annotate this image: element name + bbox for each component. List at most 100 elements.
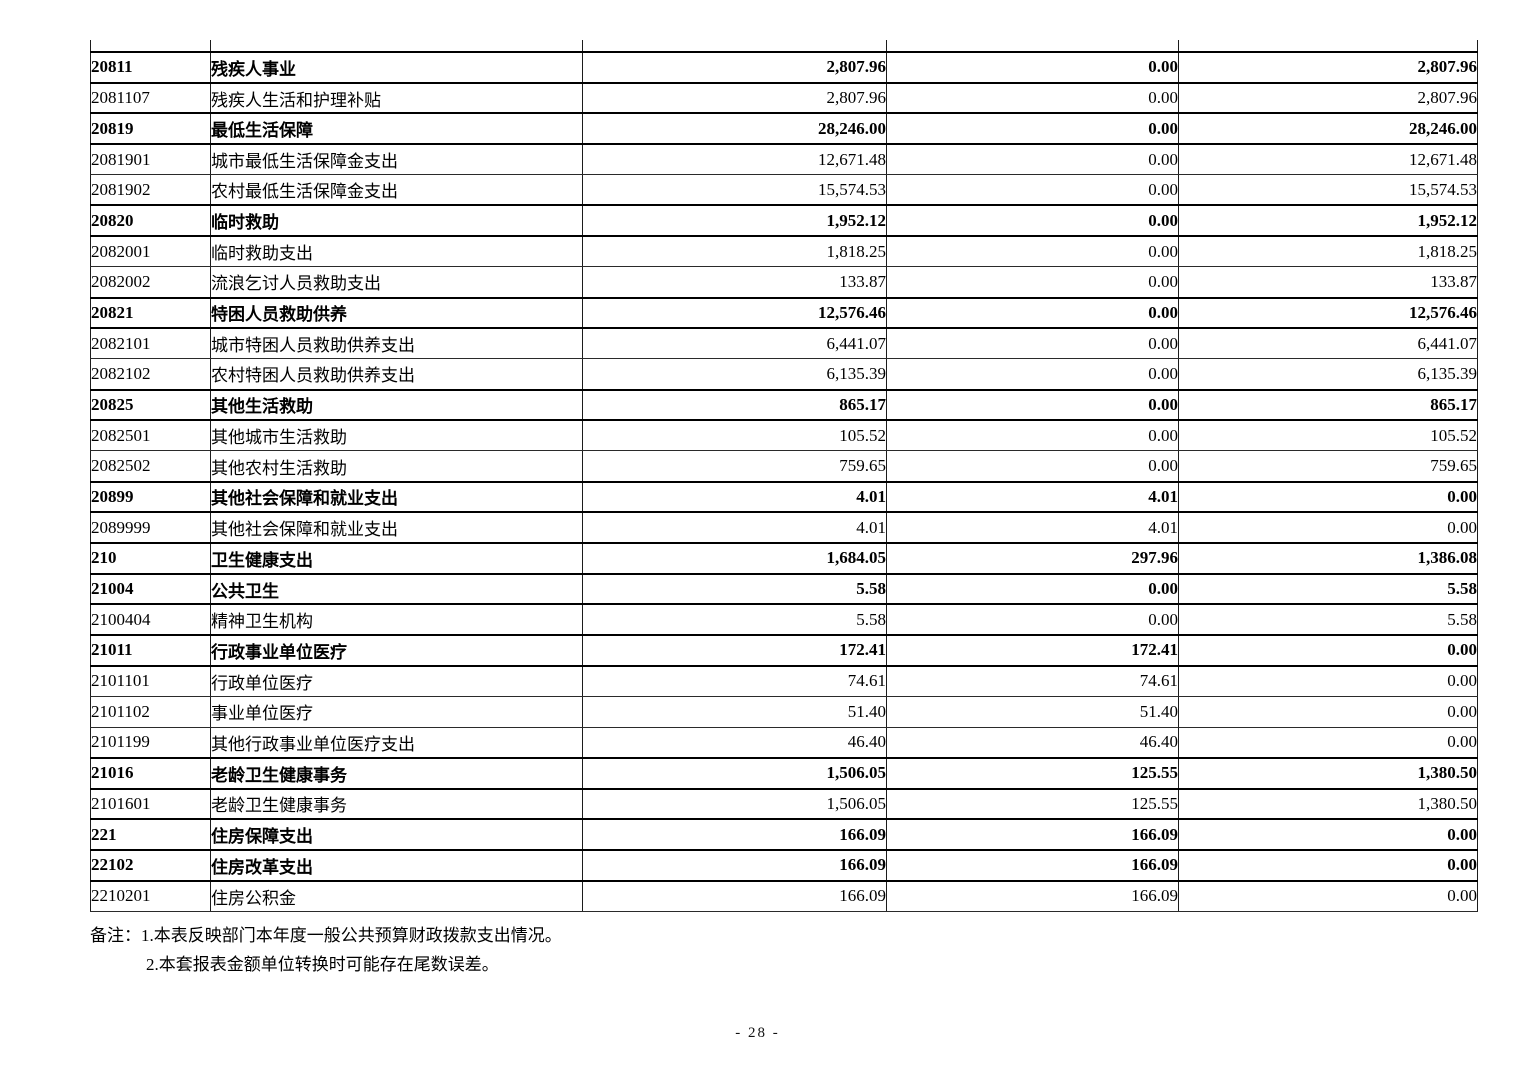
budget-project-cell: 15,574.53: [1178, 174, 1478, 206]
budget-total-cell: 74.61: [582, 665, 887, 697]
budget-code-cell: 20825: [90, 388, 211, 422]
budget-basic-cell: 4.01: [886, 480, 1179, 514]
budget-basic-cell: 0.00: [886, 51, 1179, 84]
budget-total-cell: 1,506.05: [582, 756, 887, 790]
table-row: 2101199 其他行政事业单位医疗支出 46.40 46.40 0.00: [90, 726, 1478, 759]
budget-code-cell: 2101101: [90, 665, 211, 697]
table-row: 2082501 其他城市生活救助 105.52 0.00 105.52: [90, 419, 1478, 452]
budget-basic-cell: 125.55: [886, 788, 1179, 820]
budget-label-cell: 流浪乞讨人员救助支出: [210, 266, 583, 298]
table-row-clipped-top: [90, 40, 1478, 53]
budget-total-cell: 4.01: [582, 480, 887, 514]
budget-code-cell: 221: [90, 818, 211, 851]
budget-label-cell: 残疾人事业: [210, 51, 583, 84]
budget-project-cell: 28,246.00: [1178, 112, 1478, 146]
table-row: 2101101 行政单位医疗 74.61 74.61 0.00: [90, 665, 1478, 697]
budget-total-cell: 6,135.39: [582, 358, 887, 391]
budget-total-cell: 5.58: [582, 572, 887, 606]
budget-project-cell: 0.00: [1178, 848, 1478, 882]
budget-basic-cell: 0.00: [886, 388, 1179, 422]
budget-code-cell: 20821: [90, 296, 211, 330]
table-row: 2082102 农村特困人员救助供养支出 6,135.39 0.00 6,135…: [90, 358, 1478, 391]
budget-basic-cell: 0.00: [886, 204, 1179, 238]
budget-label-cell: 住房保障支出: [210, 818, 583, 851]
budget-total-cell: 166.09: [582, 848, 887, 882]
budget-code-cell: 20819: [90, 112, 211, 146]
budget-code-cell: 2081107: [90, 82, 211, 114]
clipped-cell: [90, 40, 211, 53]
table-row: 2101102 事业单位医疗 51.40 51.40 0.00: [90, 695, 1478, 728]
budget-basic-cell: 4.01: [886, 511, 1179, 544]
budget-code-cell: 2081902: [90, 174, 211, 206]
budget-label-cell: 其他社会保障和就业支出: [210, 511, 583, 544]
budget-basic-cell: 172.41: [886, 634, 1179, 667]
budget-expenditure-table: 20811 残疾人事业 2,807.96 0.00 2,807.96 20811…: [90, 40, 1478, 912]
table-row: 2082502 其他农村生活救助 759.65 0.00 759.65: [90, 450, 1478, 483]
table-row: 20819 最低生活保障 28,246.00 0.00 28,246.00: [90, 112, 1478, 146]
budget-label-cell: 农村最低生活保障金支出: [210, 174, 583, 206]
budget-label-cell: 残疾人生活和护理补贴: [210, 82, 583, 114]
budget-total-cell: 133.87: [582, 266, 887, 298]
budget-basic-cell: 0.00: [886, 327, 1179, 360]
clipped-cell: [886, 40, 1179, 53]
budget-project-cell: 5.58: [1178, 603, 1478, 636]
table-row: 221 住房保障支出 166.09 166.09 0.00: [90, 818, 1478, 851]
table-row: 2082002 流浪乞讨人员救助支出 133.87 0.00 133.87: [90, 266, 1478, 298]
footnote-text-1: 1.本表反映部门本年度一般公共预算财政拨款支出情况。: [141, 926, 562, 945]
table-row: 20821 特困人员救助供养 12,576.46 0.00 12,576.46: [90, 296, 1478, 330]
clipped-cell: [582, 40, 887, 53]
table-row: 210 卫生健康支出 1,684.05 297.96 1,386.08: [90, 542, 1478, 575]
budget-basic-cell: 125.55: [886, 756, 1179, 790]
budget-project-cell: 759.65: [1178, 450, 1478, 483]
table-row: 20811 残疾人事业 2,807.96 0.00 2,807.96: [90, 51, 1478, 84]
page-number: - 28 -: [735, 1025, 780, 1041]
budget-project-cell: 2,807.96: [1178, 51, 1478, 84]
table-row: 20825 其他生活救助 865.17 0.00 865.17: [90, 388, 1478, 422]
budget-code-cell: 2082101: [90, 327, 211, 360]
budget-code-cell: 2089999: [90, 511, 211, 544]
budget-basic-cell: 0.00: [886, 358, 1179, 391]
budget-project-cell: 0.00: [1178, 880, 1478, 912]
budget-total-cell: 759.65: [582, 450, 887, 483]
budget-project-cell: 133.87: [1178, 266, 1478, 298]
budget-project-cell: 0.00: [1178, 480, 1478, 514]
budget-project-cell: 0.00: [1178, 818, 1478, 851]
budget-basic-cell: 166.09: [886, 818, 1179, 851]
budget-label-cell: 行政事业单位医疗: [210, 634, 583, 667]
budget-code-cell: 2082002: [90, 266, 211, 298]
footnote-line-2: 2.本套报表金额单位转换时可能存在尾数误差。: [90, 950, 562, 979]
budget-code-cell: 2210201: [90, 880, 211, 912]
budget-label-cell: 其他农村生活救助: [210, 450, 583, 483]
budget-code-cell: 2101102: [90, 695, 211, 728]
budget-project-cell: 1,380.50: [1178, 788, 1478, 820]
budget-basic-cell: 46.40: [886, 726, 1179, 759]
budget-label-cell: 临时救助支出: [210, 235, 583, 268]
budget-basic-cell: 0.00: [886, 174, 1179, 206]
budget-project-cell: 1,386.08: [1178, 542, 1478, 575]
budget-project-cell: 0.00: [1178, 665, 1478, 697]
budget-basic-cell: 51.40: [886, 695, 1179, 728]
budget-project-cell: 2,807.96: [1178, 82, 1478, 114]
budget-code-cell: 21011: [90, 634, 211, 667]
budget-label-cell: 最低生活保障: [210, 112, 583, 146]
budget-project-cell: 105.52: [1178, 419, 1478, 452]
budget-label-cell: 临时救助: [210, 204, 583, 238]
table-row: 20899 其他社会保障和就业支出 4.01 4.01 0.00: [90, 480, 1478, 514]
budget-project-cell: 12,576.46: [1178, 296, 1478, 330]
budget-table-body: 20811 残疾人事业 2,807.96 0.00 2,807.96 20811…: [90, 40, 1478, 912]
budget-total-cell: 15,574.53: [582, 174, 887, 206]
budget-label-cell: 城市特困人员救助供养支出: [210, 327, 583, 360]
budget-code-cell: 20820: [90, 204, 211, 238]
table-row: 2100404 精神卫生机构 5.58 0.00 5.58: [90, 603, 1478, 636]
budget-project-cell: 0.00: [1178, 695, 1478, 728]
budget-basic-cell: 0.00: [886, 143, 1179, 176]
budget-label-cell: 其他社会保障和就业支出: [210, 480, 583, 514]
budget-total-cell: 6,441.07: [582, 327, 887, 360]
budget-basic-cell: 0.00: [886, 419, 1179, 452]
budget-project-cell: 6,135.39: [1178, 358, 1478, 391]
budget-project-cell: 5.58: [1178, 572, 1478, 606]
budget-basic-cell: 0.00: [886, 266, 1179, 298]
budget-code-cell: 22102: [90, 848, 211, 882]
budget-label-cell: 行政单位医疗: [210, 665, 583, 697]
budget-code-cell: 2101601: [90, 788, 211, 820]
